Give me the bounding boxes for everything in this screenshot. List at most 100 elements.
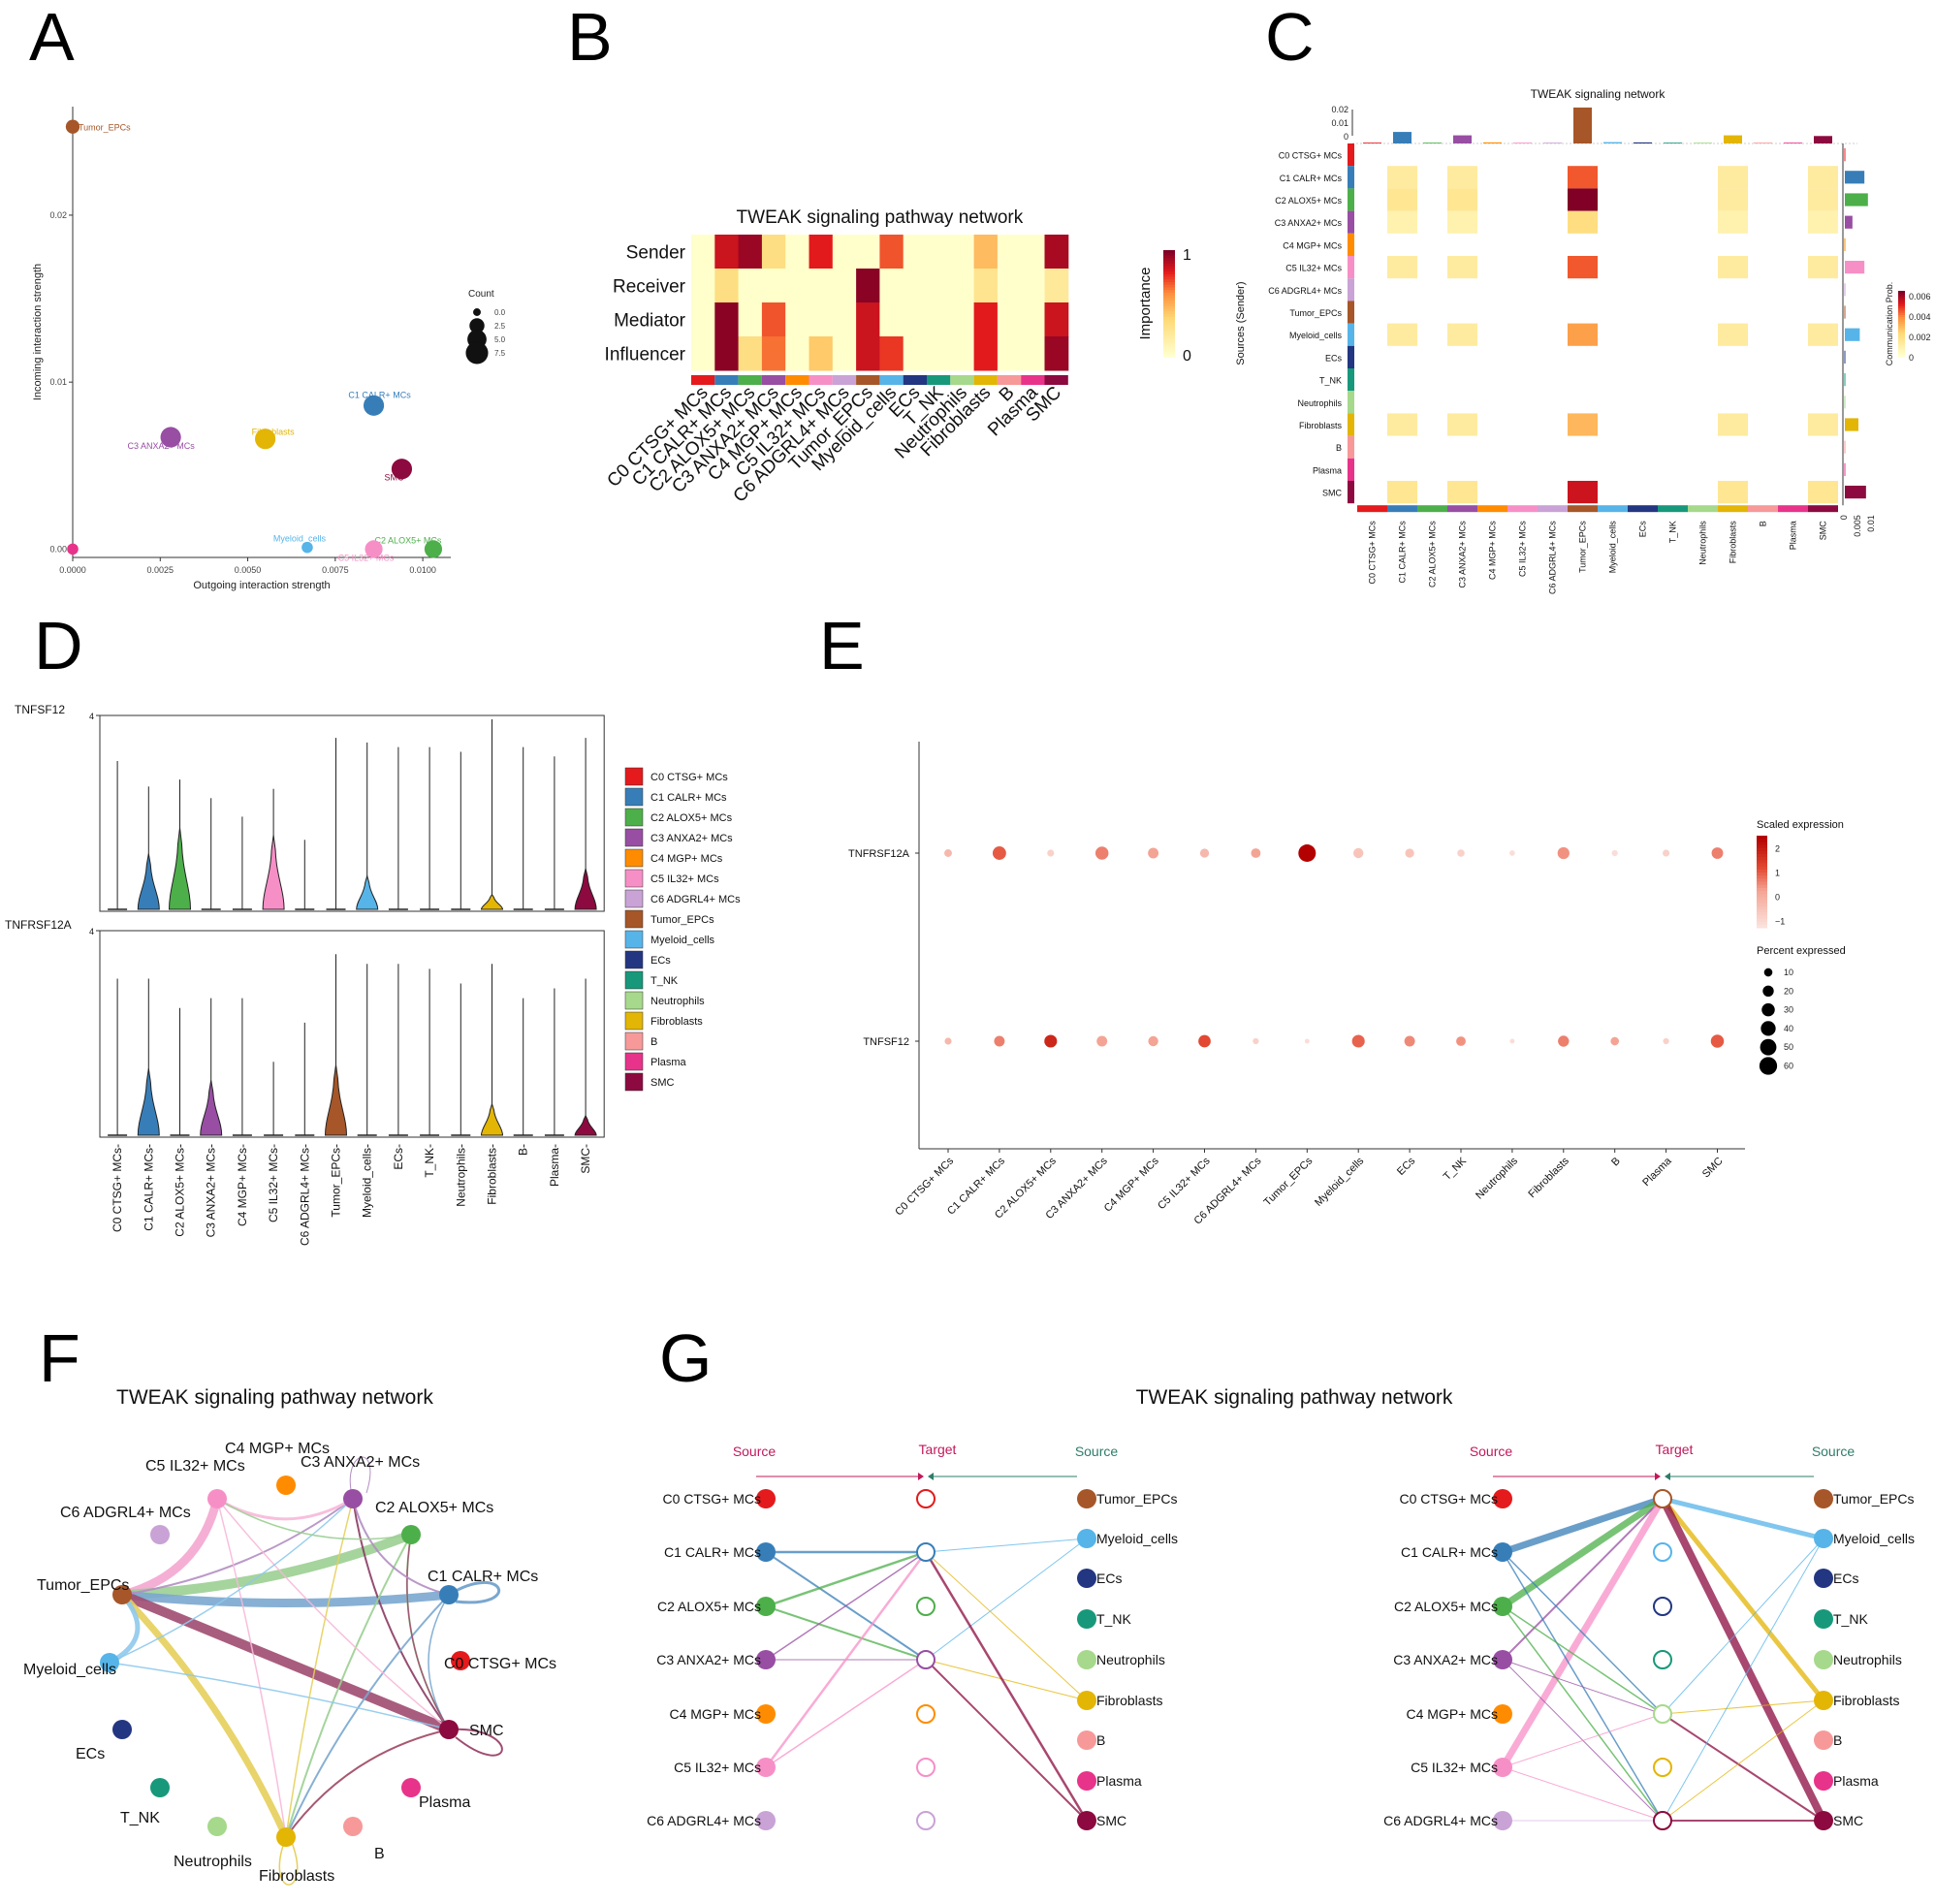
- colorbar-step: [1163, 305, 1175, 309]
- heat-cell: [997, 269, 1022, 303]
- outgoing-bar-c2-alox5-mcs: [1845, 193, 1868, 206]
- dot-tnfsf12-plasma: [1663, 1037, 1669, 1045]
- colorbar-step: [1163, 261, 1175, 265]
- legend1-step: [1757, 905, 1767, 910]
- dot-tnfsf12-c2-alox5-mcs: [1044, 1034, 1058, 1048]
- colorbar-step: [1163, 293, 1175, 297]
- col-color-c2-alox5-mcs: [1417, 505, 1447, 513]
- legend1-step: [1757, 873, 1767, 876]
- legend-dot: [469, 318, 485, 333]
- heat-cell: [1021, 235, 1045, 270]
- heat-cell: [761, 235, 786, 270]
- target-node-g2: [1653, 1650, 1672, 1669]
- legend-swatch-c4-mgp-mcs: [624, 848, 644, 868]
- edge-c2-alox5-mcs-fibroblasts: [285, 1534, 412, 1838]
- panel-label-d: D: [34, 608, 83, 683]
- heat-cell: [1808, 323, 1838, 346]
- row-label-c1-calr-mcs: C1 CALR+ MCs: [1280, 174, 1343, 183]
- col-color-ecs: [1628, 505, 1658, 513]
- legend2-value: 20: [1784, 986, 1793, 996]
- panel-g-hierarchy: TWEAK signaling pathway network Source Tar…: [647, 1386, 1915, 1830]
- x-label-neutrophils: Neutrophils: [1474, 1155, 1520, 1201]
- node-label-ecs: ECs: [76, 1746, 105, 1762]
- point-smc: [391, 459, 413, 480]
- row-label-c4-mgp-mcs: C4 MGP+ MCs: [1283, 240, 1342, 250]
- right-node-plasma-g1: [1077, 1771, 1096, 1791]
- row-label-b: B: [1336, 443, 1342, 453]
- network-title: TWEAK signaling pathway network: [116, 1386, 433, 1409]
- legend2-dot: [1761, 1002, 1775, 1017]
- heat-cell: [1387, 256, 1417, 279]
- heat-cell: [927, 235, 951, 270]
- left-node-c2-alox5-mcs-g2: [1493, 1597, 1512, 1616]
- col-color-b: [997, 375, 1022, 385]
- left-label-c4-mgp-mcs-g2: C4 MGP+ MCs: [1406, 1706, 1498, 1722]
- node-label-plasma: Plasma: [419, 1794, 470, 1811]
- heat-cell: [1808, 481, 1838, 504]
- heat-cell: [809, 302, 834, 337]
- legend2-dot: [1761, 1021, 1776, 1036]
- heat-cell: [856, 235, 880, 270]
- col-label-fibroblasts: Fibroblasts: [1729, 521, 1738, 564]
- heat-cell: [1718, 210, 1748, 234]
- colorbar-step: [1163, 335, 1175, 339]
- heat-cell: [1808, 210, 1838, 234]
- heat-cell: [1387, 413, 1417, 436]
- edge-left-g2: [1502, 1659, 1664, 1715]
- colorbar-step: [1163, 354, 1175, 358]
- outgoing-bar-c1-calr-mcs: [1845, 171, 1865, 184]
- left-label-c0-ctsg-mcs-g1: C0 CTSG+ MCs: [662, 1491, 761, 1507]
- violin-body-c1-calr-mcs: [137, 853, 160, 910]
- violin-frame-tnfrsf12a: [99, 930, 605, 1138]
- left-label-c6-adgrl4-mcs-g2: C6 ADGRL4+ MCs: [1383, 1813, 1498, 1828]
- x-axis-title: Outgoing interaction strength: [193, 580, 330, 591]
- right-label-b-g1: B: [1096, 1732, 1105, 1748]
- left-label-c3-anxa2-mcs-g1: C3 ANXA2+ MCs: [656, 1652, 761, 1667]
- col-color-neutrophils: [950, 375, 974, 385]
- violin-body-c3-anxa2-mcs: [200, 1080, 223, 1136]
- col-label-c1-calr-mcs: C1 CALR+ MCs: [1398, 521, 1408, 584]
- violin-body-tumor-epcs: [324, 1064, 348, 1136]
- colorbar-step: [1163, 250, 1175, 254]
- legend-step: [1898, 308, 1905, 311]
- edge-myeloid-cells-smc: [109, 1662, 450, 1730]
- legend1-step: [1757, 866, 1767, 871]
- heat-cell: [1568, 188, 1598, 211]
- colorbar-step: [1163, 346, 1175, 350]
- col-color-myeloid-cells: [879, 375, 904, 385]
- left-node-c3-anxa2-mcs-g1: [756, 1650, 776, 1669]
- target-node-g2: [1653, 1597, 1672, 1616]
- dot-tnfrsf12a-c1-calr-mcs: [992, 846, 1006, 860]
- node-label-fibroblasts: Fibroblasts: [259, 1868, 334, 1885]
- dot-tnfsf12-c5-il32-mcs: [1198, 1034, 1211, 1048]
- legend-step: [1898, 295, 1905, 299]
- col-color-tumor-epcs: [1568, 505, 1598, 513]
- legend-label-t-nk: T_NK: [650, 975, 679, 987]
- gene-label-tnfsf12: TNFSF12: [863, 1036, 909, 1048]
- colorbar-step: [1163, 333, 1175, 336]
- dot-tnfsf12-c0-ctsg-mcs: [944, 1037, 952, 1045]
- source-label-right-g2: Source: [1812, 1444, 1856, 1459]
- right-node-t-nk-g2: [1814, 1609, 1833, 1629]
- legend-label-c3-anxa2-mcs: C3 ANXA2+ MCs: [650, 833, 733, 844]
- edge-right-g1: [925, 1551, 1088, 1701]
- x-label-b: B-: [517, 1144, 530, 1156]
- row-color-c5-il32-mcs: [1348, 256, 1354, 279]
- heat-cell: [927, 336, 951, 371]
- node-label-c2-alox5-mcs: C2 ALOX5+ MCs: [375, 1500, 493, 1516]
- heat-cell: [879, 269, 904, 303]
- edge-left-g2: [1502, 1713, 1664, 1768]
- y-max-label: 4: [89, 712, 94, 721]
- edge-c3-anxa2-mcs-smc: [352, 1498, 450, 1730]
- legend1-step: [1757, 897, 1767, 901]
- legend1-step: [1757, 836, 1767, 840]
- dot-tnfrsf12a-ecs: [1405, 848, 1414, 858]
- right-label-plasma-g2: Plasma: [1833, 1773, 1879, 1789]
- legend-step: [1898, 343, 1905, 347]
- row-label-tumor-epcs: Tumor_EPCs: [1289, 308, 1342, 318]
- col-label-tumor-epcs: Tumor_EPCs: [1578, 521, 1588, 573]
- edge-left-g2: [1499, 1495, 1666, 1556]
- legend1-step: [1757, 884, 1767, 889]
- col-color-plasma: [1778, 505, 1808, 513]
- source-label-left-g2: Source: [1470, 1444, 1513, 1459]
